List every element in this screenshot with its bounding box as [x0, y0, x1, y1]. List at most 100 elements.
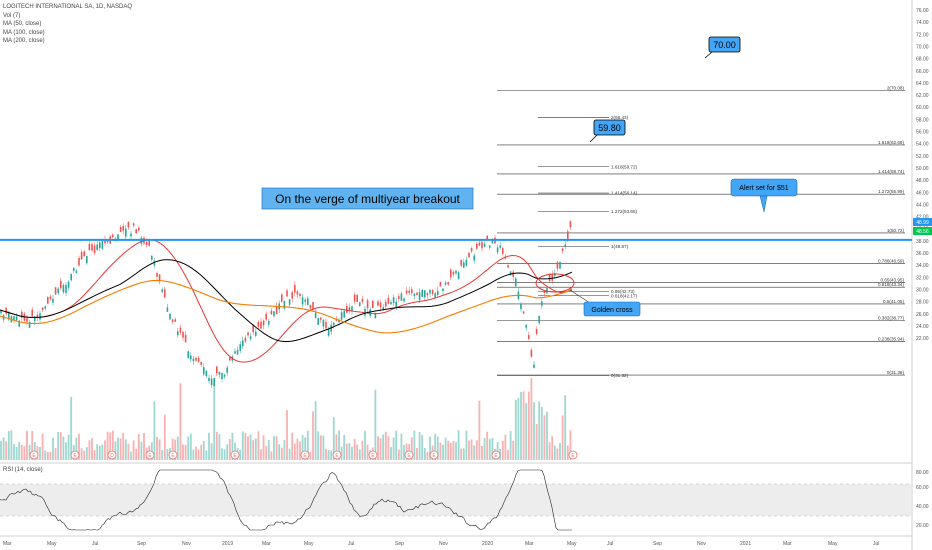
candle-body: [210, 378, 213, 386]
event-marker[interactable]: [491, 450, 501, 460]
volume-bar: [460, 448, 463, 460]
volume-bar: [387, 436, 390, 460]
candle-body: [400, 293, 403, 301]
volume-bar: [527, 391, 530, 460]
volume-bar: [83, 450, 86, 460]
event-marker-label: E: [233, 453, 237, 459]
target-70-callout[interactable]: [708, 36, 741, 53]
candle-body: [299, 293, 301, 297]
candle-body: [78, 257, 80, 266]
event-marker[interactable]: [404, 450, 414, 460]
volume-bar: [127, 443, 130, 460]
rsi-band: [0, 484, 912, 516]
volume-bar: [418, 431, 421, 460]
candle-body: [67, 281, 70, 288]
event-marker[interactable]: [368, 450, 378, 460]
candle-body: [320, 317, 322, 320]
candle-body: [26, 318, 28, 322]
symbol-title[interactable]: LOGITECH INTERNATIONAL SA, 1D, NASDAQ: [3, 4, 133, 10]
candle-body: [0, 310, 2, 314]
candle-body: [385, 301, 387, 307]
volume-bar: [215, 431, 218, 460]
candle-body: [468, 252, 470, 258]
candle-body: [275, 306, 278, 314]
candle-body: [470, 248, 473, 252]
event-marker[interactable]: [429, 450, 439, 460]
fib-label-left: 1.618(59.72): [611, 164, 638, 169]
volume-bar: [299, 441, 301, 460]
rsi-axis-tick: 80.00: [916, 470, 929, 476]
candle-body: [101, 240, 104, 249]
event-marker[interactable]: [107, 450, 117, 460]
candle-body: [145, 241, 148, 245]
volume-bar: [200, 444, 203, 460]
indicator-ma200[interactable]: MA (200, close): [3, 38, 45, 44]
volume-bar: [31, 430, 34, 460]
volume-bar: [124, 439, 127, 460]
candle-body: [528, 335, 530, 339]
candle-body: [234, 351, 236, 354]
price-axis-tick: 60.00: [916, 105, 929, 111]
time-axis-tick: Nov: [439, 541, 448, 547]
volume-bar: [447, 440, 450, 460]
candle-body: [450, 269, 452, 278]
golden-cross-callout[interactable]: [583, 301, 641, 317]
candle-body: [31, 309, 33, 317]
candle-body: [65, 284, 67, 293]
candle-body: [387, 297, 390, 304]
volume-bar: [23, 446, 26, 460]
candle-body: [533, 364, 535, 368]
volume-bar: [171, 438, 174, 460]
volume-bar: [351, 446, 353, 460]
volume-bar: [278, 444, 281, 460]
volume-bar: [202, 440, 205, 460]
event-marker[interactable]: [568, 450, 578, 460]
volume-bar: [478, 400, 481, 460]
event-marker[interactable]: [300, 450, 310, 460]
price-axis-tick: 70.00: [916, 44, 929, 50]
rsi-legend[interactable]: RSI (14, close): [3, 467, 43, 473]
fib-label-left: 0(31.32): [611, 373, 629, 378]
event-marker[interactable]: [332, 450, 342, 460]
candle-body: [270, 310, 273, 315]
fib-label-right: 0.618(43.34): [878, 282, 905, 287]
fib-label-left: 2(66.43): [611, 115, 629, 120]
event-marker[interactable]: [230, 450, 240, 460]
candle-body: [132, 223, 135, 226]
candle-body: [372, 300, 374, 308]
candle-body: [561, 248, 564, 251]
event-marker-label: E: [303, 453, 307, 459]
event-marker-label: E: [494, 453, 498, 459]
candle-body: [62, 284, 65, 293]
candle-body: [473, 255, 475, 261]
candle-body: [86, 255, 88, 264]
indicator-vol[interactable]: Vol (7): [3, 12, 21, 19]
volume-bar: [470, 439, 473, 460]
volume-bar: [486, 431, 489, 460]
headline-box[interactable]: [261, 187, 474, 210]
volume-bar: [130, 451, 132, 460]
candle-body: [502, 248, 504, 254]
event-marker[interactable]: [70, 450, 80, 460]
volume-bar: [221, 448, 223, 460]
event-marker[interactable]: [29, 450, 39, 460]
candle-body: [88, 243, 91, 251]
candle-body: [346, 306, 348, 313]
volume-bar: [488, 439, 491, 460]
candle-body: [36, 314, 39, 318]
volume-bar: [465, 430, 468, 460]
volume-bar: [483, 437, 486, 460]
target-598-callout[interactable]: [593, 119, 626, 136]
volume-bar: [457, 430, 460, 460]
event-marker-label: E: [407, 453, 411, 459]
indicator-ma100[interactable]: MA (100, close): [3, 29, 45, 36]
event-marker[interactable]: [145, 450, 155, 460]
indicator-ma50[interactable]: MA (50, close): [3, 21, 42, 27]
event-marker[interactable]: [168, 450, 178, 460]
candle-body: [190, 355, 192, 360]
candle-body: [491, 241, 494, 244]
candle-body: [148, 239, 150, 246]
candle-body: [8, 311, 10, 320]
